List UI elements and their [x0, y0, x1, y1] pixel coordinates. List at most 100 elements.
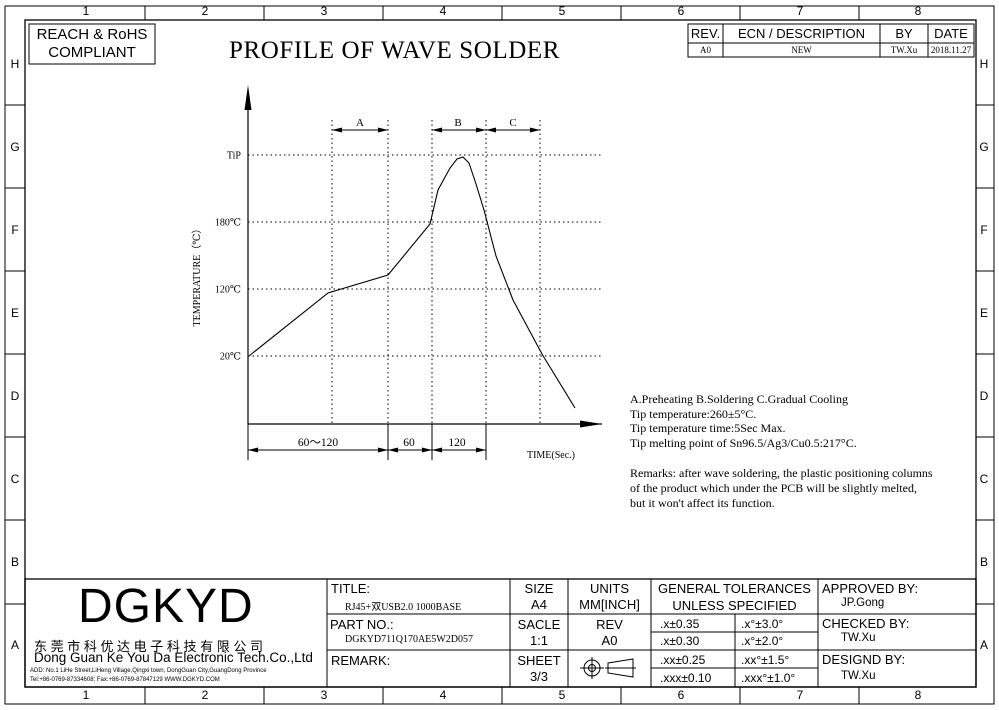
- row-label: D: [979, 389, 989, 403]
- dimension-arrow-icon: [530, 127, 540, 133]
- row-label: G: [979, 140, 989, 154]
- y-axis-arrow-icon: [244, 85, 252, 110]
- x-dimension-label: 60: [403, 437, 415, 449]
- title-value: RJ45+双USB2.0 1000BASE: [345, 602, 462, 613]
- tolerance-linear: .x±0.35: [660, 617, 700, 631]
- note-line: Tip melting point of Sn96.5/Ag3/Cu0.5:21…: [630, 435, 857, 450]
- tolerance-angular: .x°±2.0°: [741, 634, 784, 648]
- by-value: TW.Xu: [890, 45, 918, 55]
- row-label: H: [979, 57, 989, 71]
- column-label: 8: [914, 688, 922, 702]
- column-label: 5: [558, 4, 566, 18]
- column-label: 6: [677, 688, 685, 702]
- tolerance-angular: .xx°±1.5°: [741, 653, 790, 667]
- row-label: F: [980, 223, 988, 237]
- row-label: C: [10, 472, 20, 486]
- units-value: MM[INCH]: [579, 597, 640, 612]
- ecn-value: NEW: [791, 45, 812, 55]
- dimension-arrow-icon: [388, 447, 398, 453]
- column-label: 3: [320, 688, 328, 702]
- size-label: SIZE: [524, 581, 554, 596]
- compliance-box: REACH & RoHS COMPLIANT: [29, 26, 155, 62]
- x-axis-arrow-icon: [580, 420, 602, 428]
- sheet-value: 3/3: [529, 669, 549, 684]
- x-axis-label: TIME(Sec.): [527, 450, 575, 461]
- approved-value: JP.Gong: [841, 597, 885, 609]
- column-label: 7: [796, 4, 804, 18]
- dimension-arrow-icon: [432, 447, 442, 453]
- designed-label: DESIGND BY:: [822, 652, 906, 667]
- row-label: G: [10, 140, 20, 154]
- part-no-value: DGKYD711Q170AE5W2D057: [345, 634, 473, 645]
- row-label: A: [979, 638, 988, 652]
- sheet-label: SHEET: [517, 653, 561, 668]
- column-label: 4: [439, 4, 447, 18]
- title-block-grid: [24, 578, 977, 688]
- tolerance-title-2: UNLESS SPECIFIED: [672, 598, 797, 613]
- dimension-arrow-icon: [378, 127, 388, 133]
- row-label: E: [979, 306, 988, 320]
- zone-label: A: [356, 117, 364, 129]
- note-line: Tip temperature time:5Sec Max.: [630, 421, 786, 436]
- company-name-cn: 东 莞 市 科 优 达 电 子 科 技 有 限 公 司: [34, 639, 263, 654]
- y-axis-label: TEMPERATURE（℃）: [191, 224, 203, 327]
- rev-label: REV: [596, 617, 623, 632]
- designed-value: TW.Xu: [841, 670, 876, 682]
- column-label: 7: [796, 688, 804, 702]
- date-header: DATE: [934, 26, 968, 41]
- note-line: Tip temperature:260±5°C.: [630, 406, 757, 421]
- rev-block-value: A0: [601, 633, 618, 648]
- y-tick-label: TiP: [227, 151, 242, 162]
- dimension-arrow-icon: [422, 447, 432, 453]
- row-label: D: [10, 389, 20, 403]
- dimension-arrow-icon: [476, 447, 486, 453]
- dimension-arrow-icon: [332, 127, 342, 133]
- row-label: B: [979, 555, 988, 569]
- zone-label: B: [454, 117, 461, 129]
- column-label: 1: [82, 688, 90, 702]
- row-label: E: [10, 306, 19, 320]
- column-label: 6: [677, 4, 685, 18]
- column-label: 2: [201, 688, 209, 702]
- column-label: 5: [558, 688, 566, 702]
- tolerance-angular: .x°±3.0°: [741, 617, 784, 631]
- compliance-line-1: REACH & RoHS: [36, 26, 148, 43]
- tolerance-linear: .xx±0.25: [660, 653, 706, 667]
- column-label: 1: [82, 4, 90, 18]
- projection-symbol-icon: [580, 657, 636, 679]
- dimension-arrow-icon: [476, 127, 486, 133]
- by-header: BY: [895, 26, 913, 41]
- zone-label: C: [509, 117, 516, 129]
- ecn-header: ECN / DESCRIPTION: [737, 26, 866, 41]
- note-line: A.Preheating B.Soldering C.Gradual Cooli…: [630, 392, 848, 406]
- row-label: B: [10, 555, 19, 569]
- row-label: F: [11, 223, 19, 237]
- rev-header: REV.: [690, 26, 721, 41]
- part-no-label: PART NO.:: [330, 617, 394, 632]
- dimension-arrow-icon: [432, 127, 442, 133]
- date-value: 2018.11.27: [930, 45, 972, 55]
- tolerance-linear: .xxx±0.10: [660, 671, 712, 685]
- row-label: C: [979, 472, 989, 486]
- remark-line: Remarks: after wave soldering, the plast…: [630, 466, 933, 480]
- approved-label: APPROVED BY:: [822, 581, 919, 596]
- row-label: H: [10, 57, 20, 71]
- checked-value: TW.Xu: [841, 632, 876, 644]
- wave-solder-chart: TiP 180℃ 120℃ 20℃ A B C 60～120 60 120 TIME(Sec.) TE…: [191, 85, 602, 461]
- remark-line: but it won't affect its function.: [630, 496, 775, 510]
- y-tick-label: 20℃: [220, 352, 241, 363]
- compliance-line-2: COMPLIANT: [48, 44, 136, 61]
- units-label: UNITS: [590, 581, 629, 596]
- checked-label: CHECKED BY:: [822, 616, 910, 631]
- column-label: 3: [320, 4, 328, 18]
- notes-block: A.Preheating B.Soldering C.Gradual Cooli…: [630, 392, 857, 450]
- company-address: ADD: No.1 LiHe Street,LiHeng Village,Qin…: [30, 668, 267, 674]
- tolerance-linear: .x±0.30: [660, 634, 700, 648]
- y-tick-label: 120℃: [215, 285, 241, 296]
- remark-line: of the product which under the PCB will …: [630, 481, 917, 495]
- rev-value: A0: [700, 45, 711, 55]
- scale-label: SACLE: [517, 617, 561, 632]
- column-label: 4: [439, 688, 447, 702]
